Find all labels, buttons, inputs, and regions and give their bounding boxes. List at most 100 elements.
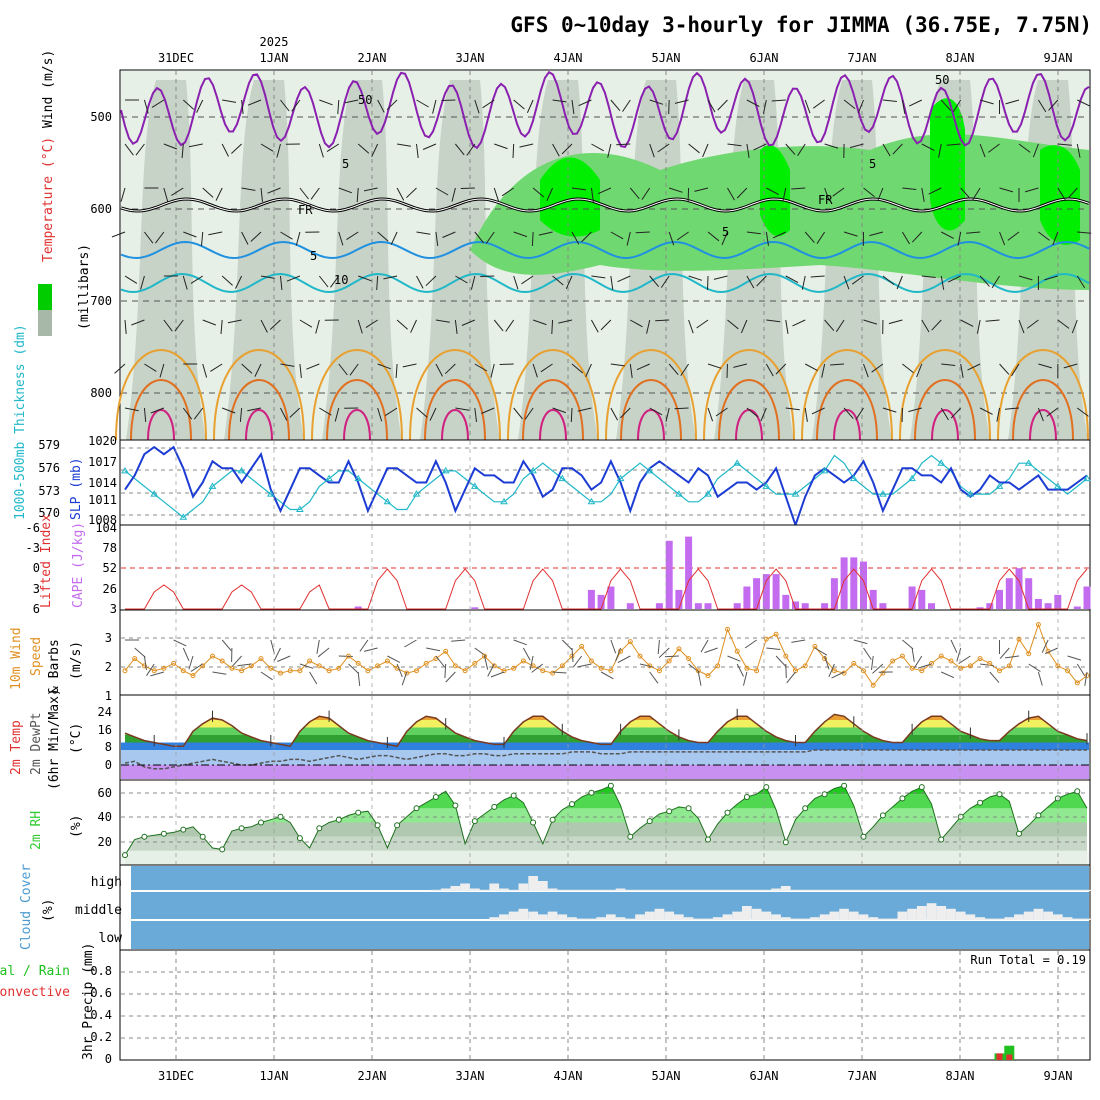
wind-barb (280, 363, 295, 367)
wind-barb (610, 275, 614, 290)
li-tick-3: 3 (33, 582, 40, 596)
wind-barb (318, 275, 329, 288)
cloud-high-bar (1004, 889, 1015, 892)
wind-barb (306, 363, 320, 370)
wind10-point (540, 668, 546, 674)
cloud-middle-bar (1043, 911, 1053, 920)
cape-bar (762, 574, 770, 609)
wind-barb (746, 275, 755, 289)
wind-barb (241, 99, 244, 114)
wind-barb (696, 319, 709, 329)
temp-contour-15 (703, 349, 795, 441)
rh-point (899, 795, 906, 802)
wind10-barb (572, 655, 583, 668)
cloud-high-bar (887, 889, 898, 892)
wind-barb (385, 407, 398, 417)
cape-bar (675, 589, 683, 609)
cape-bar (1015, 568, 1023, 609)
thickness-point (675, 490, 683, 497)
cloud-middle-bar (489, 917, 500, 920)
wind-barb (291, 99, 301, 112)
wind-barb (882, 275, 895, 285)
ptick-800: 800 (90, 386, 112, 400)
wind-barb (882, 407, 897, 413)
cape-bar (685, 536, 693, 609)
wind10-barb (950, 639, 958, 653)
wind10-barb (863, 647, 872, 660)
rh-point (335, 816, 342, 823)
wind10-barb (831, 671, 845, 679)
cloud-high-bar (557, 889, 568, 892)
thick-tick-576: 576 (38, 461, 60, 475)
slp-tick-1011: 1011 (88, 493, 117, 507)
wind-barb (882, 143, 891, 157)
wind10-point (472, 660, 478, 666)
wind10-point (171, 660, 177, 666)
wind-barb (727, 187, 735, 201)
cloud-middle-bar (664, 911, 674, 920)
cape-bar (869, 589, 877, 609)
wind10-point (491, 663, 497, 669)
wind-barb (155, 231, 165, 244)
wind10-point (180, 668, 186, 674)
top-date-7JAN: 7JAN (848, 51, 877, 65)
wind-barb (396, 319, 408, 330)
cloud-high-bar (955, 889, 966, 892)
cloud-middle-bar (946, 908, 956, 920)
rh-column (126, 80, 206, 440)
wind-barb (210, 363, 223, 372)
wind10-barb (704, 647, 718, 654)
wind-barb (131, 319, 145, 326)
wind-barb (337, 99, 340, 115)
wind-barb (996, 407, 1001, 422)
wind-barb (1057, 143, 1072, 146)
temp-contour-20 (718, 379, 780, 441)
wind-barb (999, 231, 1006, 246)
wind10-tick-1: 1 (105, 689, 112, 703)
wind10-point (773, 631, 779, 637)
cloud-high-bar (790, 889, 801, 892)
millibars-label: (millibars) (77, 244, 92, 330)
cloud-middle-bar (839, 908, 849, 920)
wind-barb (1077, 99, 1091, 107)
wind-barb (635, 231, 650, 234)
cloud-high-bar (722, 889, 733, 892)
thickness-point (587, 497, 596, 505)
cloud-middle-bar (722, 914, 733, 920)
cape-bar (1083, 586, 1091, 609)
temp-tick-16: 16 (98, 723, 112, 737)
precip-tick-02: 0.2 (90, 1030, 112, 1044)
wind10-point (161, 665, 167, 671)
wind10-barb (743, 671, 748, 686)
wind10-point (336, 665, 342, 671)
cloud-high-bar (440, 888, 451, 891)
wind-barb (319, 407, 332, 416)
wind-barb (785, 275, 799, 284)
bottom-date-7JAN: 7JAN (848, 1069, 877, 1083)
rh-point (199, 833, 206, 840)
wind-barb (736, 187, 748, 199)
wind-barb (616, 143, 631, 146)
cape-li-panel (121, 536, 1091, 610)
wind-barb (1038, 231, 1050, 241)
wind-barb (215, 187, 223, 201)
thickness-point (296, 505, 304, 512)
temp-contour-15 (997, 349, 1089, 441)
wind-barb (466, 143, 476, 156)
temp-contour-20 (816, 379, 878, 441)
wind-barb (570, 407, 573, 423)
cape-bar (1044, 603, 1052, 609)
wind-barb (921, 275, 936, 278)
cloud-middle-bar (615, 917, 626, 920)
wind-barb (143, 407, 147, 422)
wind10-barb (426, 647, 441, 652)
wind10-barb (188, 655, 194, 670)
wind10-barb (956, 647, 962, 662)
cloud-high-bar (450, 886, 461, 891)
wind-barb (775, 363, 787, 375)
wind-barb (460, 187, 475, 189)
wind-barb (395, 363, 398, 379)
wind-barb (707, 99, 716, 113)
wind-barb (441, 99, 456, 101)
wind-barb (857, 99, 864, 114)
